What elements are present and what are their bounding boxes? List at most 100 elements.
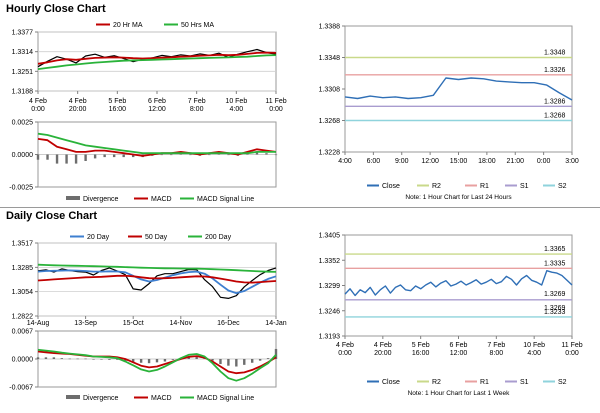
hourly-price-chart-x-tick-label: 11 Feb bbox=[265, 98, 286, 105]
daily-week-chart-legend-label: Close bbox=[382, 379, 400, 386]
daily-price-chart-close-line bbox=[37, 267, 277, 299]
hourly-macd-chart-divergence-bar bbox=[122, 154, 125, 158]
daily-macd-chart-divergence-bar bbox=[100, 359, 103, 360]
daily-macd-chart-divergence-bar bbox=[155, 359, 159, 363]
daily-week-chart-x-tick-label: 12:00 bbox=[450, 350, 468, 357]
hourly-macd-chart-divergence-bar bbox=[93, 154, 97, 159]
hourly-macd-chart-divergence-bar bbox=[132, 154, 135, 158]
daily-week-chart-legend-label: R2 bbox=[432, 379, 441, 386]
daily-price-chart-y-tick-label: 1.3054 bbox=[12, 289, 34, 296]
hourly-macd-chart-divergence-bar bbox=[208, 154, 211, 156]
hourly-macd-chart-divergence-bar bbox=[36, 154, 40, 160]
daily-macd-chart-divergence-bar bbox=[60, 358, 63, 359]
hourly-24h-chart-legend-label: S2 bbox=[558, 183, 567, 190]
hourly-macd-chart-divergence-bar bbox=[227, 154, 230, 156]
hourly-price-chart-y-tick-label: 1.3251 bbox=[12, 69, 34, 76]
daily-week-chart-x-tick-label: 11 Feb bbox=[561, 342, 582, 349]
daily-week-chart-y-tick-label: 1.3246 bbox=[319, 308, 341, 315]
hourly-price-chart-x-tick-label: 16:00 bbox=[109, 106, 127, 113]
daily-price-chart-y-tick-label: 1.3285 bbox=[12, 265, 34, 272]
hourly-price-chart-x-tick-label: 4:00 bbox=[230, 106, 244, 113]
hourly-macd-chart-divergence-bar bbox=[160, 154, 163, 156]
daily-macd-chart-divergence-bar bbox=[235, 359, 238, 367]
daily-week-chart-x-tick-label: 10 Feb bbox=[523, 342, 545, 349]
hourly-macd-chart-divergence-bar bbox=[46, 154, 49, 160]
daily-macd-chart-divergence-bar bbox=[163, 359, 167, 362]
hourly-price-chart-legend-label: 20 Hr MA bbox=[113, 22, 143, 29]
daily-week-chart-x-tick-label: 8:00 bbox=[490, 350, 504, 357]
hourly-24h-chart-y-tick-label: 1.3228 bbox=[319, 150, 341, 157]
daily-week-chart-r1-level-label: 1.3335 bbox=[544, 260, 566, 267]
daily-week-chart-x-tick-label: 4 Feb bbox=[336, 342, 354, 349]
daily-week-chart-x-tick-label: 16:00 bbox=[412, 350, 430, 357]
daily-price-chart-y-tick-label: 1.2822 bbox=[12, 314, 34, 321]
hourly-24h-chart-legend-label: Close bbox=[382, 183, 400, 190]
hourly-24h-chart-x-tick-label: 15:00 bbox=[450, 158, 468, 165]
hourly-24h-chart-x-tick-label: 12:00 bbox=[421, 158, 439, 165]
daily-week-chart-legend-label: S1 bbox=[520, 379, 529, 386]
daily-price-chart-legend-label: 200 Day bbox=[205, 234, 232, 241]
hourly-price-chart-x-tick-label: 8:00 bbox=[190, 106, 204, 113]
daily-week-chart-s1-level-label: 1.3269 bbox=[544, 305, 566, 312]
hourly-price-chart-x-tick-label: 4 Feb bbox=[29, 98, 47, 105]
daily-week-chart-y-tick-label: 1.3193 bbox=[319, 334, 341, 341]
hourly-24h-chart-y-tick-label: 1.3308 bbox=[319, 87, 341, 94]
daily-macd-chart-divergence-bar bbox=[76, 358, 79, 360]
daily-macd-chart-legend-swatch bbox=[66, 395, 80, 399]
hourly-macd-chart-divergence-bar bbox=[55, 154, 59, 164]
daily-macd-chart-divergence-bar bbox=[211, 359, 214, 361]
hourly-macd-chart-y-tick-label: -0.0025 bbox=[9, 185, 33, 192]
hourly-24h-chart-legend-label: R2 bbox=[432, 183, 441, 190]
hourly-macd-chart-divergence-bar bbox=[170, 154, 173, 156]
hourly-macd-chart-divergence-bar bbox=[255, 151, 259, 155]
daily-macd-chart-macd-signal-line-line bbox=[37, 348, 277, 382]
daily-macd-chart-divergence-bar bbox=[195, 356, 198, 359]
daily-macd-chart-divergence-bar bbox=[68, 358, 71, 360]
daily-week-chart-note: Note: 1 Hour Chart for Last 1 Week bbox=[408, 390, 511, 397]
hourly-24h-chart-y-tick-label: 1.3348 bbox=[319, 55, 341, 62]
daily-macd-chart-legend-label: MACD bbox=[151, 395, 172, 402]
hourly-price-chart-x-tick-label: 5 Feb bbox=[108, 98, 126, 105]
daily-macd-chart-divergence-bar bbox=[251, 359, 254, 363]
daily-macd-chart-divergence-bar bbox=[227, 359, 230, 366]
daily-week-chart-legend-label: R1 bbox=[480, 379, 489, 386]
daily-macd-chart-divergence-bar bbox=[139, 359, 143, 363]
daily-week-chart-x-tick-label: 6 Feb bbox=[450, 342, 468, 349]
daily-price-chart-x-tick-label: 14-Nov bbox=[170, 320, 193, 327]
hourly-price-chart-y-tick-label: 1.3188 bbox=[12, 89, 34, 96]
daily-macd-chart-divergence-bar bbox=[92, 359, 95, 360]
daily-week-chart-r2-level-label: 1.3365 bbox=[544, 246, 566, 253]
hourly-price-chart-x-tick-label: 20:00 bbox=[69, 106, 87, 113]
hourly-24h-chart-r1-level-label: 1.3326 bbox=[544, 67, 566, 74]
hourly-section-title: Hourly Close Chart bbox=[6, 3, 106, 15]
daily-week-chart-y-tick-label: 1.3405 bbox=[319, 233, 341, 240]
daily-macd-chart-divergence-bar bbox=[147, 359, 151, 364]
hourly-macd-chart-y-tick-label: 0.0000 bbox=[12, 152, 34, 159]
hourly-price-chart-y-tick-label: 1.3377 bbox=[12, 30, 34, 37]
daily-week-chart-x-tick-label: 7 Feb bbox=[487, 342, 505, 349]
daily-week-chart-x-tick-label: 4:00 bbox=[527, 350, 541, 357]
hourly-24h-chart-s1-level-label: 1.3286 bbox=[544, 98, 566, 105]
daily-week-chart-x-tick-label: 0:00 bbox=[338, 350, 352, 357]
hourly-macd-chart-divergence-bar bbox=[103, 154, 106, 158]
hourly-macd-chart-legend-swatch bbox=[66, 196, 80, 200]
daily-price-chart-x-tick-label: 14-Jan bbox=[265, 320, 287, 327]
daily-macd-chart-y-tick-label: 0.0067 bbox=[12, 329, 34, 336]
daily-week-chart-legend-label: S2 bbox=[558, 379, 567, 386]
daily-week-chart-frame bbox=[344, 234, 573, 337]
daily-macd-chart-divergence-bar bbox=[84, 358, 87, 360]
hourly-price-chart-x-tick-label: 0:00 bbox=[31, 106, 45, 113]
hourly-macd-chart-divergence-bar bbox=[274, 154, 278, 156]
hourly-price-chart-legend-label: 50 Hrs MA bbox=[181, 22, 214, 29]
hourly-price-chart-50-hrs-ma-line bbox=[37, 54, 277, 70]
daily-macd-chart-y-tick-label: -0.0067 bbox=[9, 385, 33, 392]
daily-macd-chart-divergence-bar bbox=[124, 359, 127, 362]
daily-price-chart-x-tick-label: 16-Dec bbox=[217, 320, 240, 327]
daily-week-chart-y-tick-label: 1.3352 bbox=[319, 258, 341, 265]
daily-macd-chart-divergence-bar bbox=[171, 359, 175, 360]
hourly-macd-chart-divergence-bar bbox=[112, 154, 116, 158]
hourly-24h-chart-x-tick-label: 6:00 bbox=[367, 158, 381, 165]
daily-week-chart-x-tick-label: 4 Feb bbox=[374, 342, 392, 349]
daily-macd-chart-divergence-bar bbox=[243, 359, 246, 365]
section-divider bbox=[0, 207, 600, 208]
